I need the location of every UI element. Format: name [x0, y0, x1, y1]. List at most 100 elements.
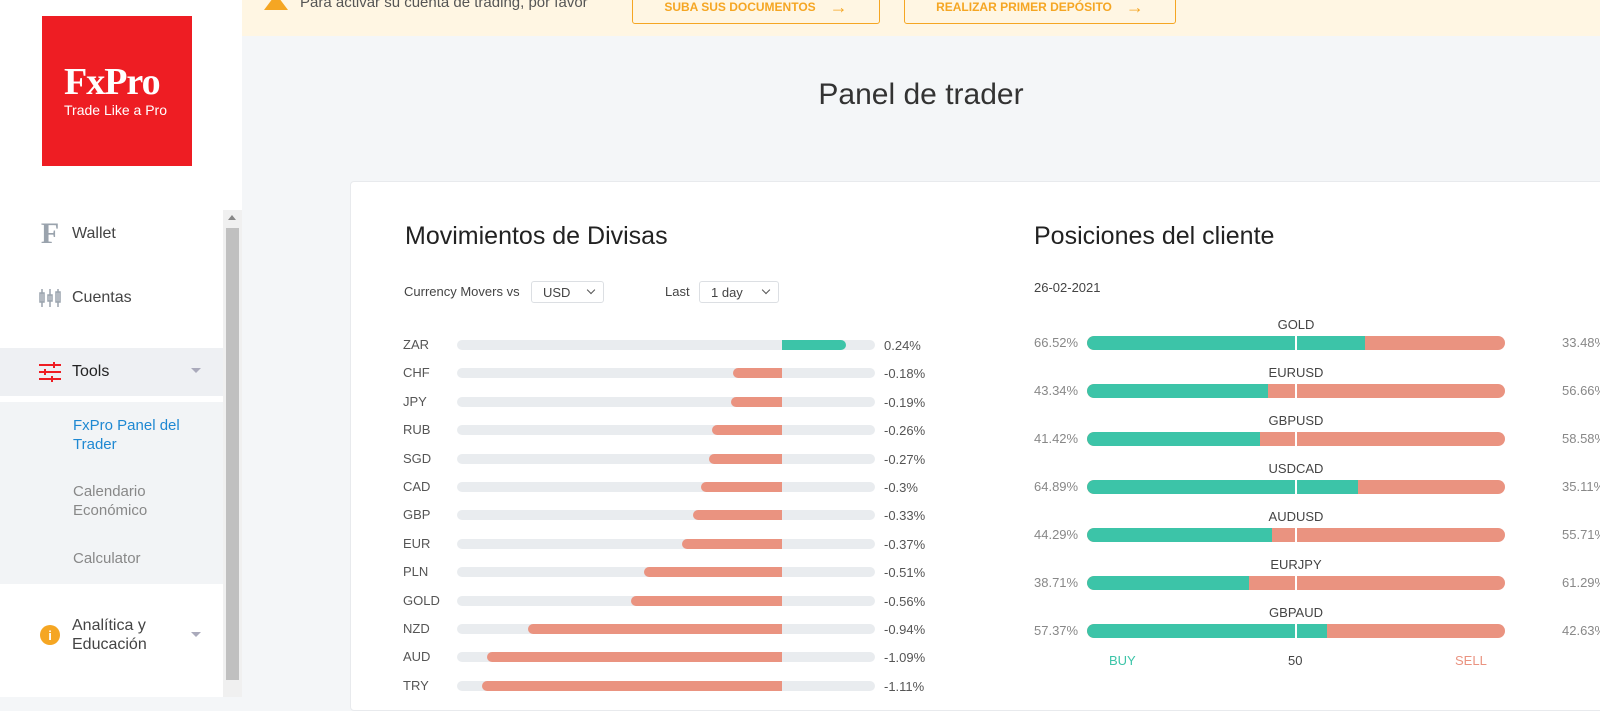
currency-code: CAD: [403, 479, 431, 494]
mover-percent: -1.11%: [884, 678, 925, 694]
buy-bar: [1087, 336, 1366, 350]
sliders-icon: [35, 361, 65, 383]
currency-code: RUB: [403, 422, 431, 438]
mover-bar: [700, 482, 782, 492]
position-bar: [1087, 528, 1505, 542]
buy-bar: [1087, 432, 1261, 446]
midpoint-marker: [1295, 336, 1297, 350]
buy-percent: 44.29%: [1034, 527, 1079, 542]
currency-code: NZD: [403, 621, 430, 636]
mover-track: [457, 453, 875, 464]
info-icon: i: [35, 625, 65, 645]
sidebar-item-label: Wallet: [72, 225, 116, 242]
scroll-up-icon[interactable]: [228, 215, 236, 220]
first-deposit-button[interactable]: REALIZAR PRIMER DEPÓSITO →: [904, 0, 1176, 24]
fxpro-logo[interactable]: FxPro Trade Like a Pro: [42, 16, 192, 166]
submenu-item-calculator[interactable]: Calculator: [73, 550, 141, 567]
sidebar-item-cuentas[interactable]: Cuentas: [0, 274, 223, 322]
arrow-right-icon: →: [829, 0, 848, 17]
mover-track: [457, 538, 875, 549]
mover-percent: 0.24%: [884, 338, 921, 353]
mover-bar: [527, 624, 782, 634]
sell-percent: 33.48%: [1562, 335, 1600, 350]
position-bar: [1087, 576, 1505, 590]
period-select[interactable]: 1 day: [699, 281, 779, 303]
logo-brand: FxPro: [64, 61, 161, 103]
client-position-row: GOLD 66.52% 33.48%: [1034, 317, 1600, 361]
sell-axis-label: SELL: [1455, 653, 1487, 668]
chevron-down-icon: [191, 632, 201, 637]
position-symbol: AUDUSD: [1268, 509, 1324, 524]
chevron-down-icon: [586, 285, 596, 295]
buy-bar: [1087, 384, 1269, 398]
mover-bar: [482, 680, 782, 691]
position-bar: [1087, 336, 1505, 350]
mover-track: [457, 396, 875, 407]
sidebar-item-analitica[interactable]: i Analítica y Educación: [0, 610, 223, 660]
first-deposit-label: REALIZAR PRIMER DEPÓSITO: [936, 0, 1112, 14]
buy-percent: 64.89%: [1034, 479, 1079, 494]
buy-percent: 43.34%: [1034, 383, 1079, 398]
banner-message: Para activar su cuenta de trading, por f…: [300, 0, 588, 11]
submenu-item-panel-trader[interactable]: FxPro Panel del Trader: [73, 417, 180, 453]
sell-percent: 35.11%: [1562, 479, 1600, 494]
currency-code: SGD: [403, 450, 432, 466]
scrollbar-thumb[interactable]: [226, 228, 239, 680]
currency-mover-row: TRY -1.11%: [403, 675, 925, 695]
mover-track: [457, 482, 875, 492]
mover-bar: [709, 453, 782, 464]
mover-bar: [730, 396, 782, 407]
mover-percent: -0.56%: [884, 593, 926, 609]
currency-mover-row: RUB -0.26%: [403, 419, 926, 439]
currency-mover-row: GOLD -0.56%: [403, 590, 926, 610]
currency-mover-row: ZAR 0.24%: [403, 334, 923, 354]
currency-code: CHF: [403, 365, 430, 381]
period-value: 1 day: [711, 284, 743, 300]
currency-code: AUD: [403, 649, 431, 665]
mover-percent: -0.33%: [884, 508, 926, 524]
wallet-f-icon: F: [40, 217, 60, 250]
mover-percent: -1.09%: [884, 650, 926, 666]
mover-percent: -0.27%: [884, 451, 926, 467]
client-position-row: EURJPY 38.71% 61.29%: [1034, 557, 1600, 601]
currency-mover-row: GBP -0.33%: [403, 504, 926, 524]
position-symbol: EURUSD: [1268, 365, 1324, 380]
sell-percent: 58.58%: [1562, 431, 1600, 446]
currency-code: JPY: [403, 393, 427, 409]
mover-percent: -0.18%: [884, 366, 926, 382]
mover-percent: -0.94%: [884, 622, 926, 637]
midpoint-marker: [1295, 624, 1297, 638]
mover-percent: -0.3%: [884, 480, 918, 495]
mover-bar: [692, 510, 782, 521]
currency-mover-row: CAD -0.3%: [403, 476, 923, 496]
chevron-down-icon: [761, 285, 771, 295]
logo-tagline: Trade Like a Pro: [64, 102, 167, 118]
buy-bar: [1087, 576, 1249, 590]
mover-bar: [487, 652, 782, 663]
mover-bar: [644, 567, 782, 578]
mover-percent: -0.19%: [884, 394, 926, 410]
buy-percent: 38.71%: [1034, 575, 1079, 590]
mover-bar: [682, 538, 782, 549]
position-symbol: GOLD: [1277, 317, 1315, 332]
currency-code: ZAR: [403, 337, 429, 352]
upload-documents-button[interactable]: SUBA SUS DOCUMENTOS →: [632, 0, 880, 24]
sidebar-item-label: Cuentas: [72, 289, 132, 306]
mover-track: [457, 425, 875, 436]
chevron-down-icon: [191, 368, 201, 373]
client-position-row: GBPAUD 57.37% 42.63%: [1034, 605, 1600, 649]
mover-percent: -0.26%: [884, 423, 926, 439]
submenu-item-calendario[interactable]: Calendario Económico: [73, 483, 148, 519]
sidebar-item-wallet[interactable]: F Wallet: [0, 210, 223, 258]
position-bar: [1087, 480, 1505, 494]
upload-documents-label: SUBA SUS DOCUMENTOS: [664, 0, 816, 14]
buy-bar: [1087, 480, 1359, 494]
sell-percent: 56.66%: [1562, 383, 1600, 398]
position-bar: [1087, 624, 1505, 638]
currency-mover-row: PLN -0.51%: [403, 561, 925, 581]
currency-vs-select[interactable]: USD: [531, 281, 604, 303]
currency-vs-value: USD: [543, 284, 571, 300]
sell-percent: 61.29%: [1562, 575, 1600, 590]
sidebar-item-tools[interactable]: Tools: [0, 348, 223, 396]
client-position-row: GBPUSD 41.42% 58.58%: [1034, 413, 1600, 457]
